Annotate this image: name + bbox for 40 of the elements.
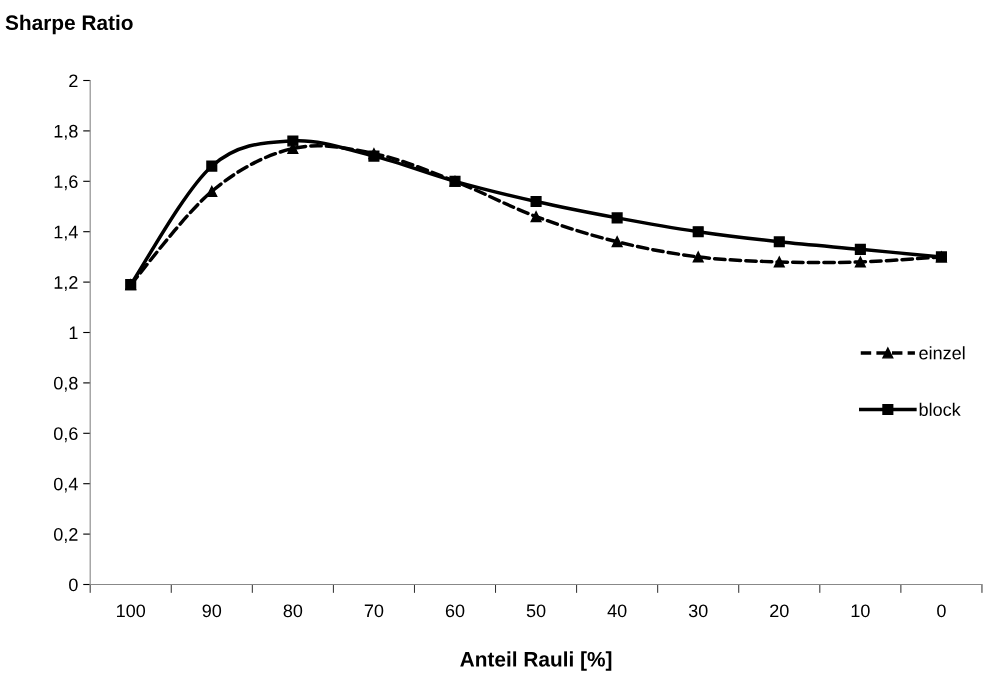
point — [854, 243, 866, 255]
legend-label: einzel — [919, 346, 965, 360]
point — [773, 236, 785, 248]
x-tick-label: 90 — [202, 604, 222, 618]
y-tick-label: 1,6 — [54, 175, 78, 191]
point — [773, 256, 785, 268]
point — [611, 212, 623, 224]
point — [530, 195, 542, 208]
point — [530, 211, 542, 223]
x-tick-label: 10 — [851, 604, 870, 618]
point — [692, 251, 704, 263]
x-tick-label: 60 — [445, 604, 465, 618]
point — [206, 160, 218, 172]
x-tick-label: 30 — [688, 604, 708, 618]
y-tick-label: 0,6 — [53, 427, 78, 443]
y-tick-label: 0,8 — [53, 376, 78, 392]
y-axis-title: Sharpe Ratio — [5, 14, 133, 35]
point — [935, 251, 947, 263]
y-tick-label: 1,4 — [54, 225, 78, 241]
y-tick-label: 1,8 — [54, 124, 78, 140]
legend-label: block — [919, 402, 961, 417]
point — [611, 236, 623, 248]
point — [692, 226, 704, 238]
y-tick-label: 0 — [69, 578, 78, 592]
x-tick-label: 80 — [283, 604, 303, 618]
x-tick-label: 100 — [117, 604, 146, 618]
point — [287, 135, 299, 147]
point — [206, 185, 218, 197]
x-tick-label: 50 — [526, 604, 546, 618]
y-tick-label: 0,2 — [53, 528, 78, 543]
x-tick-label: 20 — [770, 604, 789, 618]
y-tick-label: 0,4 — [53, 477, 78, 493]
y-tick-label: 1,2 — [54, 276, 78, 291]
y-tick-label: 2 — [69, 74, 78, 88]
x-tick-label: 0 — [937, 604, 946, 618]
x-tick-label: 70 — [364, 604, 384, 618]
point — [854, 256, 866, 268]
x-axis-title: Anteil Rauli [%] — [460, 651, 612, 671]
y-tick-label: 1 — [69, 326, 78, 340]
x-tick-label: 40 — [607, 604, 627, 618]
